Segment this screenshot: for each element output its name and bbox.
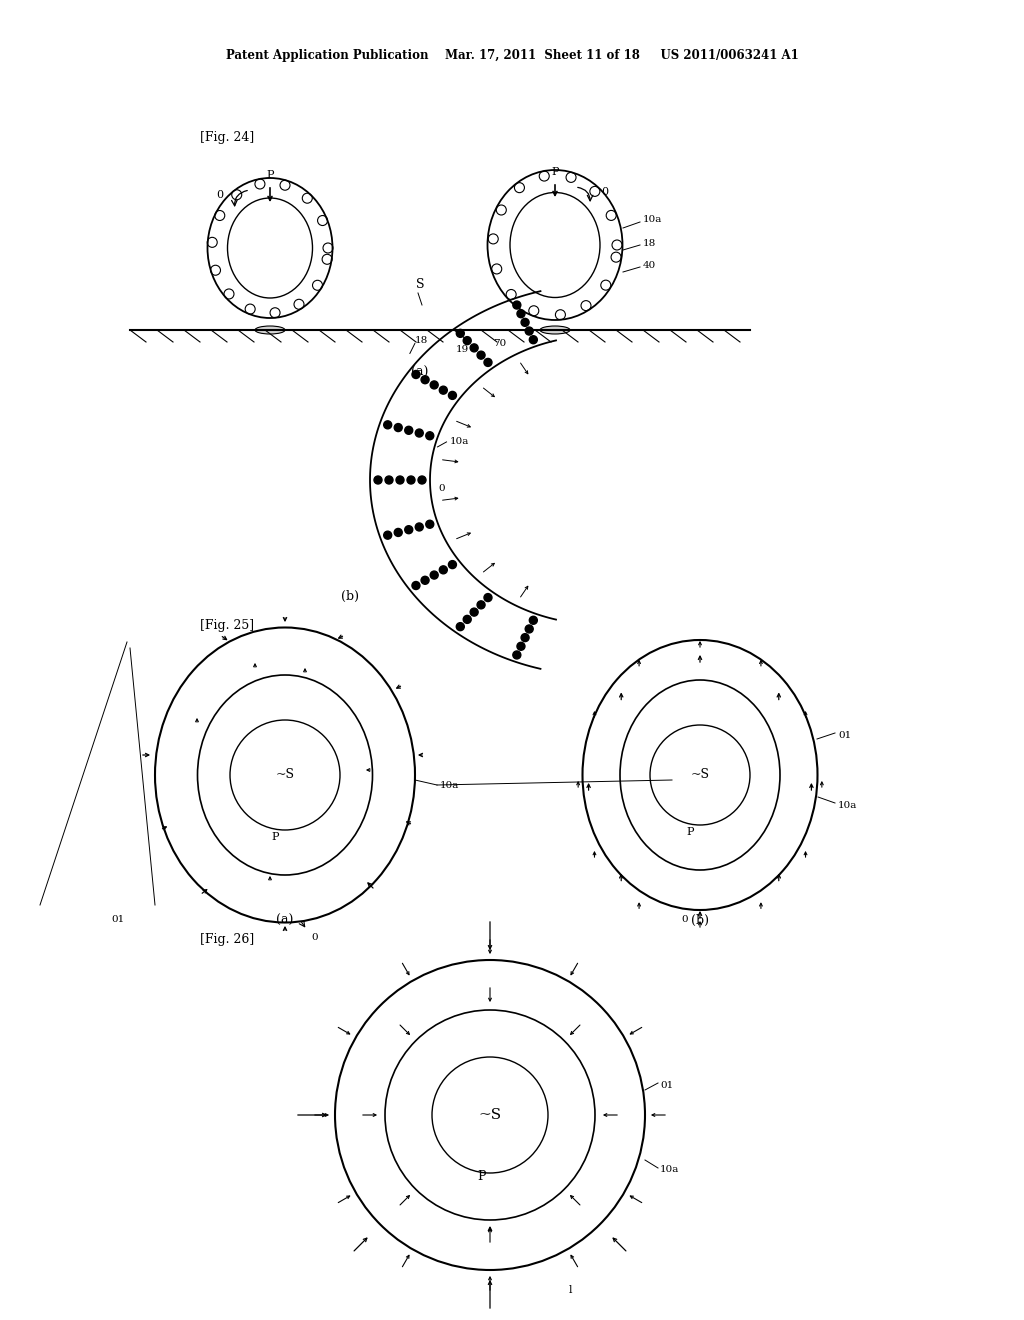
Text: P: P	[271, 832, 279, 842]
Circle shape	[385, 477, 393, 484]
Circle shape	[449, 561, 457, 569]
Circle shape	[407, 477, 415, 484]
Text: 18: 18	[415, 337, 428, 345]
Circle shape	[513, 651, 521, 659]
Text: 0: 0	[216, 190, 223, 201]
Circle shape	[513, 301, 521, 309]
Circle shape	[384, 531, 392, 539]
Circle shape	[230, 719, 340, 830]
Circle shape	[426, 520, 434, 528]
Text: P: P	[551, 168, 559, 177]
Circle shape	[463, 337, 471, 345]
Text: 0: 0	[311, 932, 318, 941]
Text: [Fig. 24]: [Fig. 24]	[200, 132, 254, 144]
Circle shape	[412, 371, 420, 379]
Circle shape	[521, 318, 529, 326]
Text: 10a: 10a	[838, 800, 857, 809]
Circle shape	[416, 429, 423, 437]
Text: (a): (a)	[412, 366, 429, 379]
Circle shape	[525, 624, 534, 634]
Text: Patent Application Publication    Mar. 17, 2011  Sheet 11 of 18     US 2011/0063: Patent Application Publication Mar. 17, …	[225, 49, 799, 62]
Circle shape	[470, 609, 478, 616]
Circle shape	[396, 477, 404, 484]
Text: l: l	[568, 1284, 571, 1295]
Circle shape	[457, 330, 464, 338]
Text: 10a: 10a	[643, 215, 663, 224]
Circle shape	[517, 310, 525, 318]
Text: ~S: ~S	[690, 768, 710, 781]
Circle shape	[529, 616, 538, 624]
Text: P: P	[478, 1171, 486, 1184]
Text: 10a: 10a	[450, 437, 469, 446]
Circle shape	[525, 327, 534, 335]
Circle shape	[449, 392, 457, 400]
Circle shape	[650, 725, 750, 825]
Text: 0: 0	[682, 916, 688, 924]
Circle shape	[426, 432, 434, 440]
Text: 0: 0	[601, 187, 608, 197]
Circle shape	[432, 1057, 548, 1173]
Text: 18: 18	[643, 239, 656, 248]
Text: (b): (b)	[691, 913, 709, 927]
Circle shape	[439, 387, 447, 395]
Ellipse shape	[255, 326, 285, 334]
Text: 19: 19	[456, 346, 469, 355]
Circle shape	[421, 577, 429, 585]
Text: [Fig. 26]: [Fig. 26]	[200, 933, 254, 946]
Circle shape	[477, 601, 485, 609]
Circle shape	[394, 528, 402, 536]
Text: ~S: ~S	[275, 768, 295, 781]
Text: 40: 40	[643, 260, 656, 269]
Text: 01: 01	[838, 730, 851, 739]
Circle shape	[412, 582, 420, 590]
Circle shape	[374, 477, 382, 484]
Circle shape	[404, 525, 413, 533]
Ellipse shape	[510, 193, 600, 297]
Ellipse shape	[227, 198, 312, 298]
Circle shape	[416, 523, 423, 531]
Circle shape	[463, 615, 471, 623]
Text: S: S	[416, 279, 424, 292]
Text: 70: 70	[494, 339, 507, 348]
Text: 01: 01	[112, 916, 125, 924]
Text: 01: 01	[660, 1081, 673, 1089]
Circle shape	[430, 381, 438, 389]
Circle shape	[418, 477, 426, 484]
Circle shape	[430, 572, 438, 579]
Circle shape	[517, 643, 525, 651]
Text: P: P	[266, 170, 273, 180]
Circle shape	[404, 426, 413, 434]
Circle shape	[477, 351, 485, 359]
Text: 0: 0	[438, 484, 444, 492]
Text: P: P	[686, 828, 693, 837]
Text: (b): (b)	[341, 590, 359, 602]
Text: 10a: 10a	[440, 780, 460, 789]
Text: (a): (a)	[276, 913, 294, 927]
Text: ~S: ~S	[478, 1107, 502, 1122]
Circle shape	[457, 623, 464, 631]
Circle shape	[439, 566, 447, 574]
Circle shape	[470, 345, 478, 352]
Circle shape	[529, 335, 538, 343]
Text: 10a: 10a	[660, 1166, 679, 1175]
Circle shape	[394, 424, 402, 432]
Text: [Fig. 25]: [Fig. 25]	[200, 619, 254, 631]
Circle shape	[484, 594, 492, 602]
Circle shape	[421, 376, 429, 384]
Ellipse shape	[540, 326, 570, 334]
Circle shape	[384, 421, 392, 429]
Circle shape	[521, 634, 529, 642]
Circle shape	[484, 359, 492, 367]
